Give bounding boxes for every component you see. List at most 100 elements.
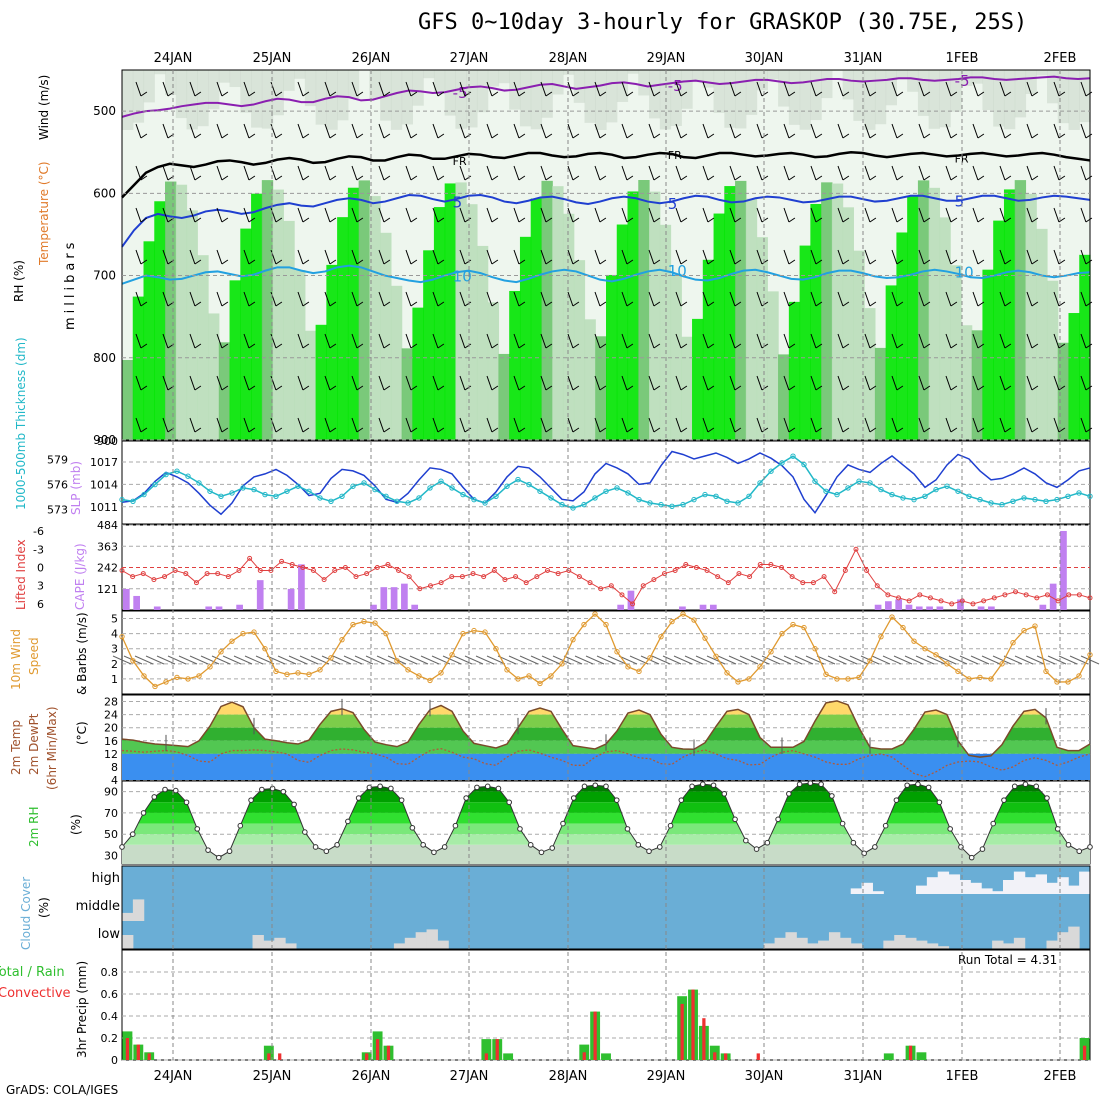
- cloud-cell: [122, 912, 134, 921]
- thickness-point: [174, 468, 180, 474]
- cape-bar: [411, 604, 419, 610]
- slp-frame: [121, 440, 1091, 525]
- surface-barb: [453, 655, 473, 665]
- rh-point: [979, 846, 986, 852]
- li-point: [534, 574, 540, 580]
- cape-bar: [256, 580, 264, 610]
- wind-barb-feather: [329, 385, 337, 391]
- precip-conv-bar: [495, 1039, 499, 1060]
- wind-barb: [972, 249, 979, 265]
- cloud-cell: [122, 935, 134, 949]
- wind-point: [966, 676, 972, 682]
- date-label-bottom: 31JAN: [844, 1069, 883, 1084]
- rh-point: [237, 822, 244, 829]
- isotherm-label: FR: [453, 155, 467, 168]
- rh-column: [509, 290, 521, 440]
- rh-upper-column: [928, 70, 941, 129]
- precip-tick-label: 0.2: [101, 1032, 119, 1045]
- wind-barb-feather: [653, 301, 661, 307]
- rh-point: [764, 839, 771, 846]
- rh-point: [431, 849, 437, 856]
- thickness-point: [779, 460, 785, 466]
- wind-barb-feather: [1004, 217, 1012, 223]
- wind-barb-feather: [815, 301, 823, 307]
- rh-upper-column: [1036, 70, 1048, 76]
- precip-axis-label: 3hr Precip (mm): [75, 961, 89, 1058]
- wind-point: [1087, 652, 1093, 658]
- isotherm-label: FR: [955, 152, 969, 165]
- wind-barb: [702, 417, 709, 433]
- rh-column: [928, 187, 941, 440]
- wind-barb-feather: [1058, 427, 1066, 433]
- rh-upper-column: [874, 70, 887, 125]
- thickness-point: [493, 493, 499, 499]
- wind-barb: [162, 249, 169, 265]
- li-point: [225, 574, 231, 580]
- li-point: [236, 568, 242, 574]
- wind-barb: [702, 375, 709, 391]
- wind-barb: [594, 165, 601, 181]
- wind-barb: [135, 333, 142, 349]
- rh-column: [745, 198, 758, 440]
- wind-barb-feather: [1085, 175, 1093, 181]
- date-label-bottom: 28JAN: [549, 1069, 588, 1084]
- wind-barb-feather: [626, 175, 634, 181]
- precip-conv-bar: [680, 1003, 684, 1060]
- wind-barb-feather: [923, 175, 931, 181]
- wind-barb: [756, 165, 763, 181]
- rh-upper-column: [208, 70, 220, 110]
- wind-barb-feather: [356, 427, 364, 433]
- li-point: [779, 565, 785, 570]
- precip-conv-bar: [278, 1053, 282, 1060]
- wind-barb-feather: [356, 385, 364, 391]
- wind-barb: [324, 123, 331, 139]
- wind-barb-feather: [302, 133, 310, 139]
- rh-upper-column: [713, 70, 725, 113]
- rh-point: [581, 783, 588, 790]
- wind-barb: [405, 123, 412, 139]
- wind-barb: [783, 291, 790, 307]
- wind-barb-feather: [761, 217, 769, 223]
- wind-barb: [567, 417, 574, 433]
- wind-barb: [999, 333, 1006, 349]
- wind-barb-feather: [761, 91, 769, 97]
- wind-point: [328, 655, 334, 661]
- rh-upper-column: [864, 70, 876, 130]
- rh-band: [122, 802, 1090, 813]
- rh-point: [839, 820, 846, 827]
- cloud-cell: [1057, 932, 1069, 949]
- rh-point: [151, 794, 158, 800]
- wind-point: [416, 673, 422, 679]
- rh-column: [401, 348, 413, 440]
- li-point: [896, 595, 902, 601]
- wind-barb-feather: [248, 301, 256, 307]
- wind-barb: [135, 165, 142, 181]
- wind-barb: [702, 291, 709, 307]
- slp-axis-label: SLP (mb): [69, 461, 83, 515]
- cloud-cell: [785, 932, 797, 949]
- wind-barb-feather: [626, 133, 634, 139]
- cloud-cell: [404, 937, 417, 949]
- top-date-axis: 24JAN 25JAN 26JAN 27JAN 28JAN 29JAN 30JAN 31JAN…: [154, 51, 1077, 66]
- wind-barb: [297, 375, 304, 391]
- wind-barb: [756, 291, 763, 307]
- wind-barb: [378, 123, 385, 139]
- rh-column: [713, 213, 725, 440]
- wind-barb-feather: [842, 217, 850, 223]
- cape-bar: [287, 588, 295, 610]
- rh-point: [613, 797, 620, 803]
- wind-point: [548, 673, 554, 679]
- cape-bar: [205, 606, 213, 610]
- wind-barb-feather: [275, 175, 283, 181]
- precip-conv-bar: [724, 1053, 728, 1060]
- wind-barb: [621, 333, 628, 349]
- wind-barb: [891, 165, 898, 181]
- date-label-bottom: 30JAN: [745, 1069, 784, 1084]
- rh-tick-label: 50: [104, 828, 118, 841]
- cape-tick-label: 363: [97, 540, 118, 553]
- cape-bar: [236, 604, 243, 610]
- wind-barb-feather: [950, 301, 958, 307]
- wind-point: [856, 674, 862, 681]
- wind-barb-feather: [869, 133, 877, 139]
- wind-barb-feather: [626, 385, 634, 391]
